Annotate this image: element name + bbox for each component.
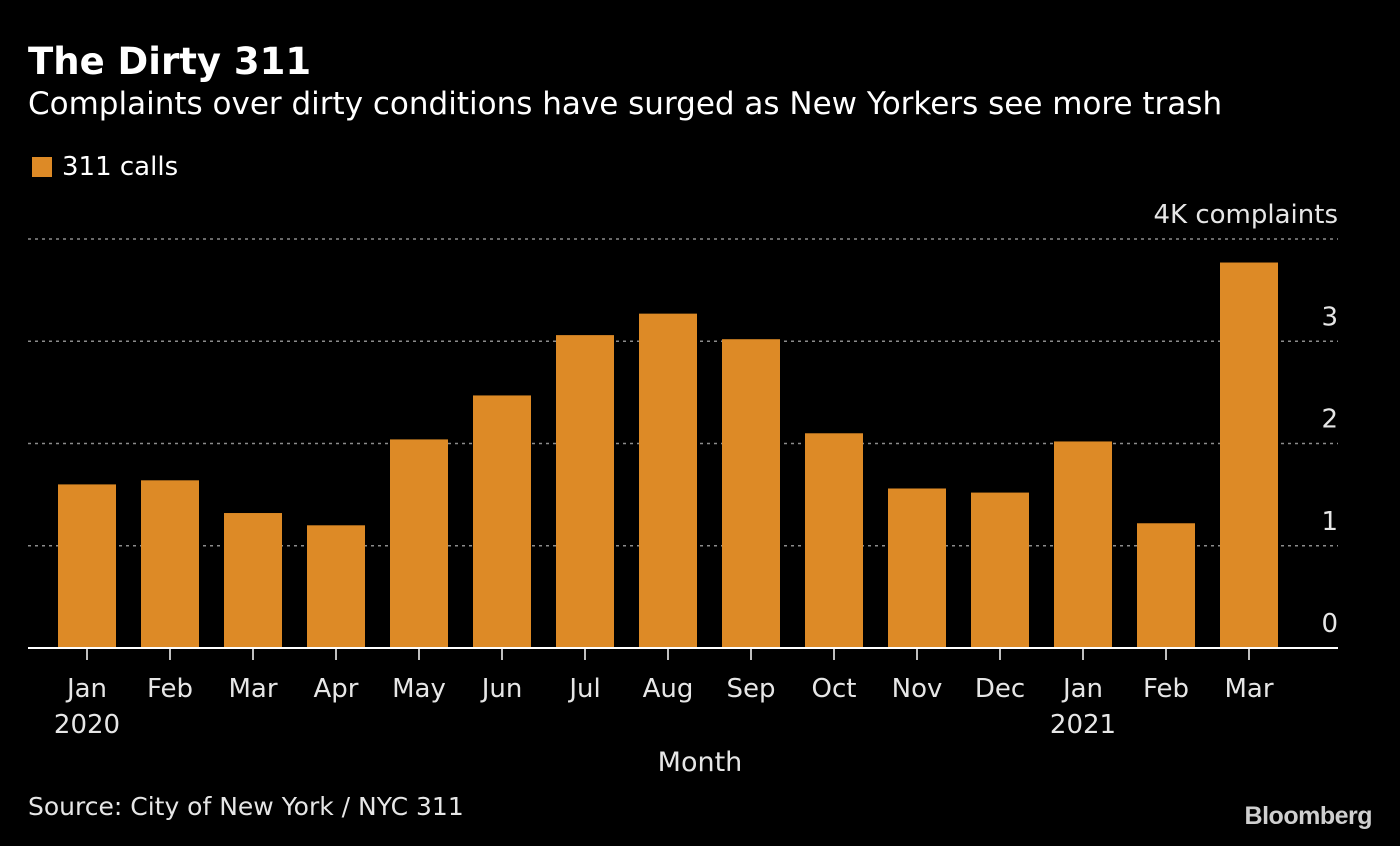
x-tick-label: Mar <box>228 674 277 704</box>
x-tick-label: Mar <box>1224 674 1273 704</box>
legend: 311 calls <box>32 152 178 182</box>
bar <box>307 525 365 648</box>
source-note: Source: City of New York / NYC 311 <box>28 792 464 821</box>
bar <box>473 395 531 648</box>
legend-swatch <box>32 157 52 177</box>
bar <box>390 439 448 648</box>
x-tick-label: Oct <box>812 674 857 704</box>
x-tick-label: Aug <box>643 674 694 704</box>
y-tick-label: 0 <box>1321 609 1338 639</box>
bar <box>639 313 697 648</box>
x-tick-label: Dec <box>975 674 1025 704</box>
bar <box>141 480 199 648</box>
bar <box>888 488 946 648</box>
x-tick-label: Jan <box>65 674 107 704</box>
x-tick-label: Apr <box>314 674 359 704</box>
x-tick-label: Jan <box>1061 674 1103 704</box>
x-tick-label: Jul <box>567 674 600 704</box>
y-tick-label: 4K complaints <box>1154 200 1339 230</box>
chart-title: The Dirty 311 <box>28 40 312 83</box>
x-tick-label: Jun <box>480 674 523 704</box>
chart-subtitle: Complaints over dirty conditions have su… <box>28 86 1223 122</box>
bar <box>1054 441 1112 648</box>
x-tick-label: Sep <box>726 674 775 704</box>
bar <box>1137 523 1195 648</box>
y-tick-label: 3 <box>1321 302 1338 332</box>
x-tick-label: Nov <box>892 674 943 704</box>
x-tick-label: May <box>392 674 446 704</box>
bar <box>1220 262 1278 648</box>
bar <box>556 335 614 648</box>
x-tick-label: Feb <box>1143 674 1189 704</box>
bar <box>58 484 116 648</box>
bar <box>971 492 1029 648</box>
bar <box>224 513 282 648</box>
legend-label: 311 calls <box>62 152 179 182</box>
x-year-label: 2021 <box>1050 710 1116 740</box>
x-year-label: 2020 <box>54 710 120 740</box>
bar <box>805 433 863 648</box>
bar <box>722 339 780 648</box>
y-tick-label: 2 <box>1321 405 1338 435</box>
x-axis-title: Month <box>658 747 743 778</box>
bloomberg-logo: Bloomberg <box>1244 802 1373 830</box>
y-tick-label: 1 <box>1321 507 1338 537</box>
x-tick-label: Feb <box>147 674 193 704</box>
